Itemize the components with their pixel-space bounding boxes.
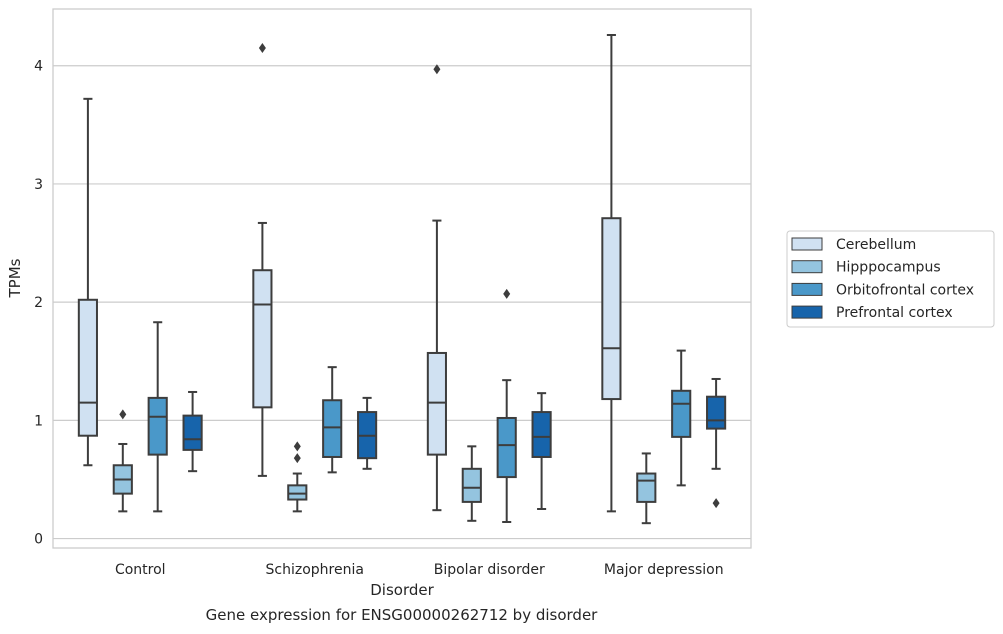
box-body <box>461 467 482 503</box>
legend-label: Orbitofrontal cortex <box>836 282 974 298</box>
outlier-point <box>293 453 301 464</box>
box-prefrontal-cortex <box>706 377 727 509</box>
outlier-point <box>433 64 441 75</box>
x-axis-ticks: Control Schizophrenia Bipolar disorder Majo… <box>115 562 724 578</box>
box-prefrontal-cortex <box>357 396 378 470</box>
x-tick-label: Control <box>115 562 166 578</box>
y-tick-label: 1 <box>34 413 43 429</box>
box-orbitofrontal-cortex <box>322 366 343 474</box>
box-cerebellum <box>77 97 98 467</box>
outlier-point <box>258 43 266 54</box>
legend-swatch <box>791 237 823 251</box>
box-cerebellum <box>601 34 622 513</box>
box-body <box>601 217 622 401</box>
legend-swatch <box>791 282 823 296</box>
y-tick-label: 0 <box>34 532 43 548</box>
x-axis-label: Disorder <box>370 581 434 599</box>
legend-frame <box>786 230 995 328</box>
x-tick-label: Major depression <box>604 562 724 578</box>
outlier-point <box>503 288 511 299</box>
legend-swatch <box>791 260 823 274</box>
boxes <box>77 34 727 525</box>
box-orbitofrontal-cortex <box>147 321 168 513</box>
box-hipppocampus <box>287 441 308 513</box>
box-body <box>77 298 98 437</box>
box-orbitofrontal-cortex <box>496 288 517 523</box>
outlier-point <box>119 409 127 420</box>
legend-label: Prefrontal cortex <box>836 305 953 321</box>
box-body <box>706 395 727 430</box>
box-body <box>531 411 552 458</box>
plot-area-frame <box>52 8 752 549</box>
y-axis-ticks: 0 1 2 3 4 <box>34 59 43 548</box>
outlier-point <box>712 498 720 509</box>
box-body <box>426 351 447 456</box>
legend-label: Hipppocampus <box>836 260 941 276</box>
legend-label: Cerebellum <box>836 237 916 253</box>
box-hipppocampus <box>636 452 657 525</box>
box-prefrontal-cortex <box>531 392 552 510</box>
y-tick-label: 2 <box>34 295 43 311</box>
x-tick-label: Bipolar disorder <box>434 562 545 578</box>
box-body <box>147 396 168 456</box>
box-body <box>182 414 203 451</box>
figure-caption: Gene expression for ENSG00000262712 by d… <box>205 606 598 624</box>
legend: Cerebellum Hipppocampus Orbitofrontal cort… <box>786 230 995 328</box>
box-body <box>287 484 308 501</box>
box-body <box>496 416 517 479</box>
y-axis-label: TPMs <box>6 258 24 298</box>
legend-entries: Cerebellum Hipppocampus Orbitofrontal cort… <box>791 237 974 321</box>
box-body <box>671 389 692 438</box>
box-hipppocampus <box>461 445 482 522</box>
box-hipppocampus <box>112 409 133 513</box>
box-body <box>636 472 657 503</box>
box-orbitofrontal-cortex <box>671 349 692 487</box>
y-tick-label: 3 <box>34 177 43 193</box>
box-cerebellum <box>426 64 447 512</box>
x-tick-label: Schizophrenia <box>266 562 364 578</box>
y-tick-label: 4 <box>34 59 43 75</box>
legend-swatch <box>791 305 823 319</box>
box-body <box>322 399 343 458</box>
box-prefrontal-cortex <box>182 390 203 473</box>
box-cerebellum <box>252 43 273 477</box>
box-body <box>252 269 273 409</box>
gridlines <box>53 65 751 540</box>
outlier-point <box>293 441 301 452</box>
